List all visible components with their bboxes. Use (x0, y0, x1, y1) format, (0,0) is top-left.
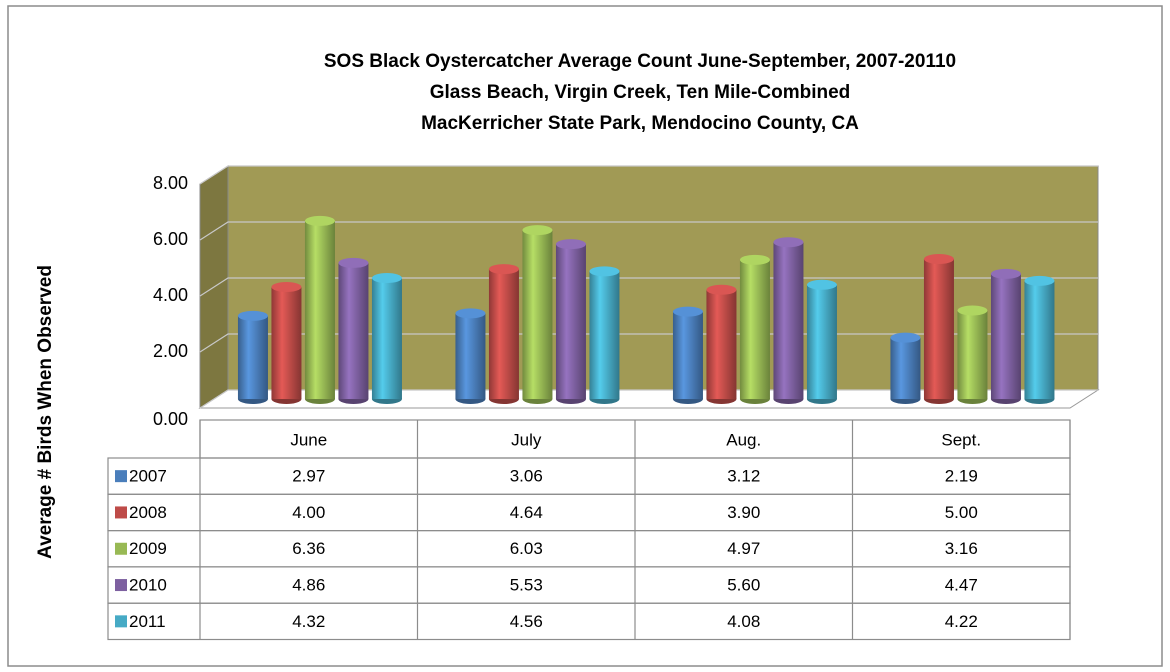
chart-title: MacKerricher State Park, Mendocino Count… (421, 113, 859, 134)
category-label: July (511, 430, 542, 449)
y-axis-label: Average # Birds When Observed (35, 265, 56, 559)
bar-top (923, 254, 954, 264)
y-tick-label: 6.00 (153, 229, 188, 249)
bar-top (488, 264, 519, 275)
bar (806, 284, 837, 399)
bar-top (522, 225, 553, 236)
table-value: 4.08 (727, 612, 760, 631)
bar-top (890, 332, 921, 343)
bar (371, 278, 402, 399)
bar (990, 273, 1021, 399)
y-tick-label: 8.00 (153, 173, 188, 193)
bar (1024, 280, 1055, 399)
category-label: June (290, 430, 327, 449)
table-value: 4.47 (945, 576, 978, 595)
bar (706, 289, 737, 399)
legend-label: 2007 (129, 467, 167, 486)
table-value: 4.00 (292, 503, 325, 522)
table-value: 6.03 (510, 539, 543, 558)
grid-line (199, 221, 1098, 241)
table-row (107, 602, 1071, 641)
grid-line (199, 277, 1098, 297)
table-value: 4.97 (727, 539, 760, 558)
bar (522, 230, 553, 399)
table-value: 2.19 (945, 467, 978, 486)
table-value: 3.12 (727, 467, 760, 486)
bar-top (806, 279, 837, 290)
legend-swatch (115, 579, 127, 592)
table-value: 4.86 (292, 576, 325, 595)
table-value: 2.97 (292, 467, 325, 486)
table-value: 6.36 (292, 539, 325, 558)
table-value: 3.06 (510, 467, 543, 486)
bar-top (304, 215, 335, 226)
table-value: 3.90 (727, 503, 760, 522)
category-label: Sept. (941, 430, 981, 449)
bar-top (739, 254, 770, 265)
chart-title: SOS Black Oystercatcher Average Count Ju… (324, 51, 956, 72)
table-value: 5.53 (510, 576, 543, 595)
table-value: 4.32 (292, 612, 325, 631)
bar (739, 259, 770, 399)
table-value: 5.60 (727, 576, 760, 595)
chart-title: Glass Beach, Virgin Creek, Ten Mile-Comb… (430, 82, 851, 103)
bar-top (1024, 275, 1055, 286)
bar-top (271, 282, 302, 292)
table-value: 4.64 (510, 503, 543, 522)
table-value: 4.56 (510, 612, 543, 631)
bar-top (237, 310, 268, 321)
bar-top (957, 305, 988, 316)
legend-label: 2010 (129, 576, 167, 595)
legend-label: 2008 (129, 503, 167, 522)
grid-line (199, 165, 1098, 185)
bar-top (706, 284, 737, 295)
bar (237, 315, 268, 399)
bar (589, 271, 620, 399)
bar (890, 337, 921, 399)
bar (304, 220, 335, 399)
bar (455, 313, 486, 399)
bar (773, 242, 804, 399)
bar (271, 287, 302, 399)
table-value: 5.00 (945, 503, 978, 522)
bar-top (371, 273, 402, 284)
y-tick-label: 4.00 (153, 285, 188, 305)
bar-top (589, 266, 620, 277)
category-label: Aug. (726, 430, 761, 449)
bar-top (773, 237, 804, 248)
y-tick-label: 2.00 (153, 341, 188, 361)
bar-top (338, 257, 369, 268)
table-value: 4.22 (945, 612, 978, 631)
bar-top (672, 306, 703, 317)
legend-swatch (115, 542, 127, 555)
legend-label: 2011 (129, 612, 166, 631)
bar-top (555, 239, 586, 250)
bar-top (990, 268, 1021, 279)
bar-top (455, 308, 486, 319)
legend-swatch (115, 615, 127, 628)
legend-swatch (115, 470, 127, 483)
legend-swatch (115, 506, 127, 519)
bar (555, 244, 586, 399)
table-value: 3.16 (945, 539, 978, 558)
legend-label: 2009 (129, 539, 167, 558)
bar (338, 262, 369, 399)
y-tick-label: 0.00 (153, 409, 188, 429)
bar (923, 259, 954, 399)
bar (672, 311, 703, 399)
bar (957, 310, 988, 399)
bar (488, 269, 519, 399)
